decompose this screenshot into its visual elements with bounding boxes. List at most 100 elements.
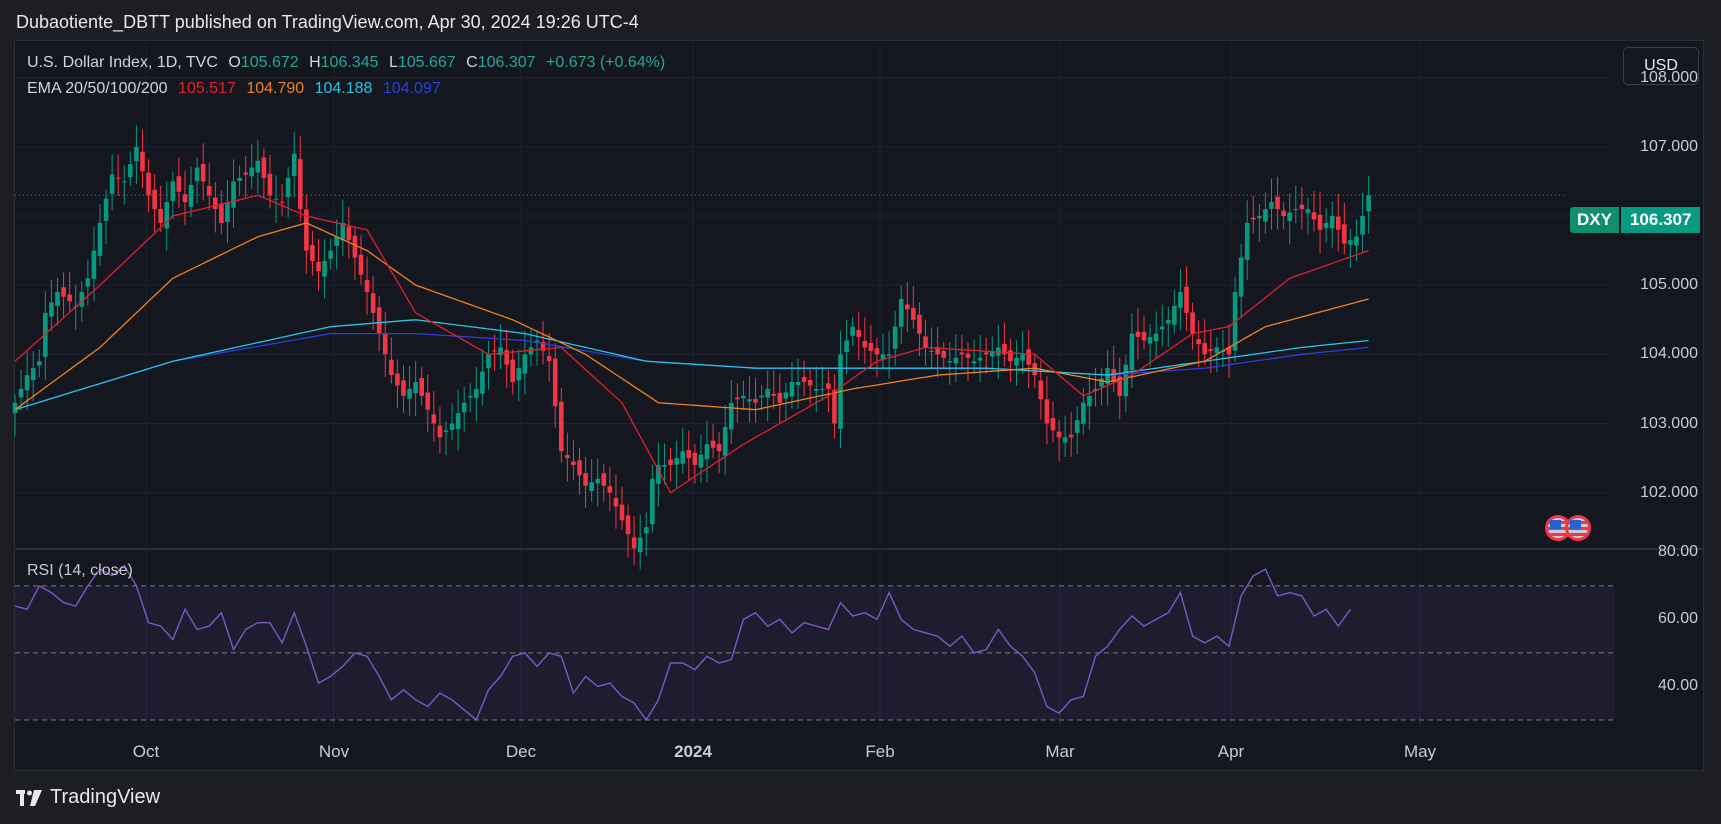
candle-body bbox=[1317, 214, 1323, 230]
candle-body bbox=[862, 340, 868, 348]
candle-body bbox=[813, 388, 819, 391]
candle-body bbox=[741, 395, 746, 399]
candle-body bbox=[152, 189, 157, 210]
candle-body bbox=[1244, 222, 1250, 261]
candle-body bbox=[231, 181, 236, 208]
candle-body bbox=[1062, 437, 1068, 443]
ema200-line bbox=[14, 332, 1369, 411]
candle-body bbox=[880, 354, 886, 360]
candle-body bbox=[316, 261, 321, 272]
candle-body bbox=[395, 373, 400, 386]
candle-body bbox=[692, 452, 698, 465]
candle-body bbox=[413, 382, 418, 394]
candle-body bbox=[297, 159, 303, 210]
candle-body bbox=[267, 173, 273, 196]
candle-body bbox=[328, 250, 333, 259]
candle-body bbox=[340, 222, 346, 241]
candle-body bbox=[650, 478, 655, 525]
candle-body bbox=[334, 236, 340, 246]
candle-body bbox=[759, 395, 764, 398]
candle-body bbox=[589, 482, 594, 492]
candle-body bbox=[583, 473, 588, 486]
candle-body bbox=[613, 498, 619, 507]
candle-body bbox=[929, 350, 934, 352]
candle-body bbox=[662, 465, 667, 467]
candle-body bbox=[18, 388, 24, 398]
candle-body bbox=[200, 163, 206, 182]
candle-body bbox=[510, 359, 516, 382]
candle-body bbox=[1250, 217, 1256, 220]
ema50-line bbox=[14, 222, 1369, 411]
candle-body bbox=[1172, 305, 1177, 325]
candle-body bbox=[795, 382, 801, 386]
candle-body bbox=[1032, 363, 1038, 376]
currency-button[interactable]: USD bbox=[1623, 47, 1699, 85]
candle-body bbox=[716, 444, 722, 452]
time-axis-label: 2024 bbox=[674, 742, 712, 761]
candle-body bbox=[376, 307, 382, 334]
rsi-axis-label: 80.00 bbox=[1657, 543, 1698, 561]
candle-body bbox=[953, 357, 959, 364]
change-value: +0.673 (+0.64%) bbox=[546, 54, 666, 71]
price-axis-label: 103.000 bbox=[1640, 414, 1698, 432]
candle-body bbox=[947, 361, 953, 363]
candle-body bbox=[364, 279, 370, 293]
candle-body bbox=[480, 371, 485, 394]
candle-body bbox=[698, 454, 704, 468]
candle-body bbox=[1099, 378, 1104, 387]
candle-body bbox=[753, 398, 758, 403]
candle-body bbox=[637, 537, 643, 553]
candle-body bbox=[1153, 333, 1159, 342]
candle-body bbox=[1014, 357, 1019, 366]
candle-body bbox=[856, 330, 862, 338]
candle-body bbox=[728, 402, 734, 430]
footer-logo[interactable]: TradingView bbox=[16, 786, 160, 809]
close-label: C bbox=[466, 54, 478, 71]
candle-body bbox=[79, 292, 85, 307]
candle-body bbox=[1329, 216, 1335, 229]
candle-body bbox=[91, 250, 97, 279]
candle-body bbox=[30, 368, 36, 381]
candle-body bbox=[977, 357, 983, 361]
candle-body bbox=[188, 184, 194, 207]
candle-body bbox=[49, 302, 54, 317]
candle-body bbox=[1287, 212, 1292, 222]
candle-body bbox=[346, 226, 352, 241]
symbol-name: U.S. Dollar Index, 1D, TVC bbox=[27, 54, 218, 71]
candle-body bbox=[158, 208, 163, 223]
candle-body bbox=[1305, 209, 1311, 214]
price-axis-label: 105.000 bbox=[1640, 276, 1698, 294]
candle-body bbox=[874, 348, 880, 355]
high-label: H bbox=[309, 54, 321, 71]
candle-body bbox=[1020, 354, 1025, 361]
candle-body bbox=[449, 423, 455, 430]
candle-body bbox=[1111, 369, 1116, 382]
candle-body bbox=[595, 478, 601, 484]
candle-body bbox=[243, 172, 248, 175]
candle-body bbox=[1141, 332, 1147, 341]
us-flag-icon[interactable] bbox=[1565, 515, 1591, 541]
candle-body bbox=[455, 413, 461, 430]
candle-body bbox=[237, 177, 242, 182]
candle-body bbox=[789, 382, 795, 397]
candle-body bbox=[85, 278, 91, 287]
candle-body bbox=[310, 245, 315, 261]
candle-body bbox=[565, 454, 570, 459]
candle-body bbox=[12, 402, 18, 414]
candle-body bbox=[674, 458, 679, 465]
candle-body bbox=[492, 350, 497, 352]
candle-body bbox=[109, 174, 115, 194]
candle-body bbox=[401, 380, 406, 396]
candle-body bbox=[1068, 434, 1074, 438]
candle-body bbox=[291, 153, 297, 177]
candle-body bbox=[983, 352, 989, 355]
candle-body bbox=[1226, 347, 1232, 355]
candle-body bbox=[67, 294, 72, 302]
time-axis-label: Feb bbox=[865, 742, 895, 761]
candle-body bbox=[322, 260, 327, 277]
low-label: L bbox=[388, 54, 398, 71]
candle-body bbox=[279, 201, 285, 203]
candle-body bbox=[1263, 209, 1268, 222]
candle-body bbox=[704, 444, 710, 460]
